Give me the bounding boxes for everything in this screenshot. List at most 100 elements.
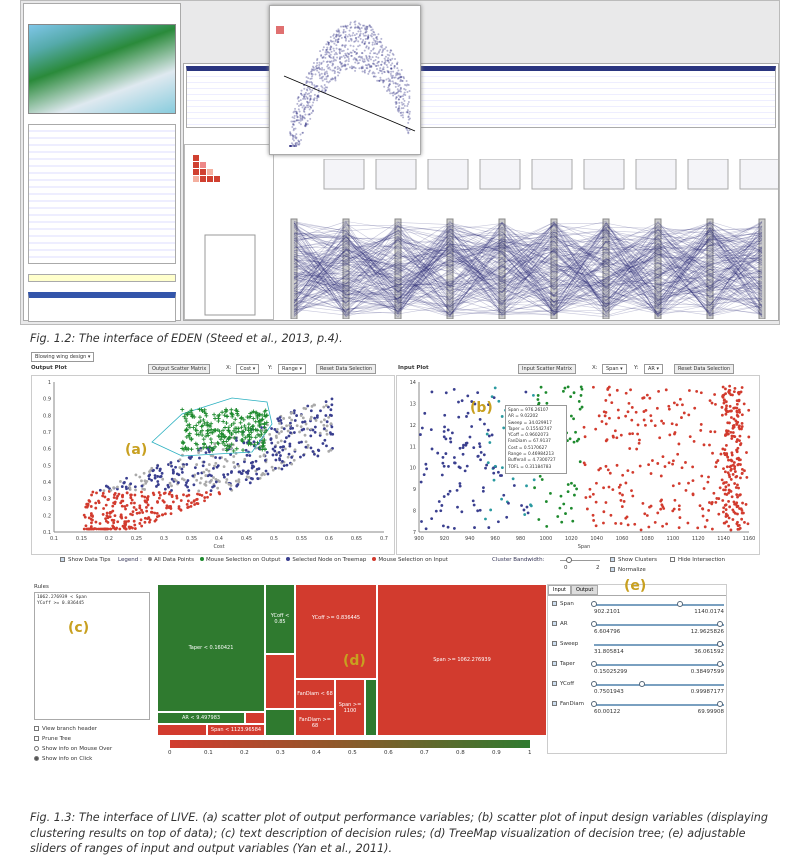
treemap-node[interactable]: Taper < 0.160421 [157, 584, 265, 712]
slider-max-handle[interactable] [676, 601, 683, 607]
range-slider-fandiam[interactable]: FanDiam 60.00122 69.99908 [552, 701, 724, 717]
slider-max-handle[interactable] [638, 681, 645, 687]
rules-textbox[interactable]: 1062.276939 < Span YCoff >= 0.836445 [34, 592, 150, 720]
slider-min-handle[interactable] [591, 681, 597, 687]
range-slider-sweep[interactable]: Sweep 31.805814 36.061592 [552, 641, 724, 657]
data-point [624, 391, 628, 395]
show-data-tips-checkbox[interactable]: Show Data Tips [60, 557, 111, 564]
slider-track[interactable] [594, 604, 724, 606]
output-y-select[interactable]: Range ▾ [278, 364, 306, 374]
treemap-node[interactable] [245, 712, 265, 724]
input-x-select[interactable]: Span ▾ [602, 364, 627, 374]
tab-output[interactable]: Output [570, 585, 599, 595]
range-slider-taper[interactable]: Taper 0.15025299 0.38497599 [552, 661, 724, 677]
slider-checkbox[interactable]: AR [552, 621, 568, 628]
output-x-select[interactable]: Cost ▾ [236, 364, 260, 374]
slider-track[interactable] [594, 644, 724, 646]
data-point [406, 111, 409, 114]
data-point [354, 61, 357, 64]
view-branch-header-option[interactable]: View branch header [34, 726, 97, 733]
treemap-node[interactable]: YCoff < 0.85 [265, 584, 295, 654]
bandwidth-slider[interactable] [560, 557, 600, 563]
prune-tree-option[interactable]: Prune Tree [34, 736, 71, 743]
data-point [185, 494, 189, 498]
output-scatter-matrix-button[interactable]: Output Scatter Matrix [148, 364, 211, 374]
range-slider-ycoff[interactable]: YCoff 0.7501943 0.99987177 [552, 681, 724, 697]
data-point [368, 24, 371, 27]
selected-point [189, 436, 194, 441]
data-point [103, 495, 107, 499]
data-point [293, 120, 296, 123]
input-scatter-plot[interactable]: 900 920 940 960 980 1000 1020 1040 1060 1080 1100 1… [396, 375, 760, 555]
input-scatter-matrix-button[interactable]: Input Scatter Matrix [518, 364, 576, 374]
treemap-node[interactable] [265, 654, 295, 709]
info-click-radio[interactable]: Show info on Click [34, 756, 92, 763]
slider-max-handle[interactable] [717, 701, 723, 707]
data-point [347, 58, 350, 61]
hide-intersection-checkbox[interactable]: Hide Intersection [670, 557, 725, 564]
treemap-node[interactable]: Span < 1123.96584 [207, 724, 265, 736]
slider-min-handle[interactable] [591, 601, 597, 607]
data-point [490, 433, 494, 437]
treemap-node[interactable]: Span >= 1062.276939 [377, 584, 547, 736]
normalize-checkbox[interactable]: Normalize [610, 567, 646, 574]
slider-track[interactable] [594, 624, 724, 626]
slider-max-handle[interactable] [717, 641, 723, 647]
info-mouse-over-radio[interactable]: Show info on Mouse Over [34, 746, 112, 753]
data-point [283, 440, 287, 444]
slider-min-handle[interactable] [591, 621, 597, 627]
treemap-node[interactable]: FanDiam >= 68 [295, 709, 335, 736]
treemap-node[interactable] [265, 709, 295, 736]
treemap-node[interactable]: Span >= 1100 [335, 679, 365, 736]
input-y-select[interactable]: AR ▾ [644, 364, 664, 374]
data-point [727, 458, 730, 462]
slider-max-handle[interactable] [717, 661, 723, 667]
input-reset-button[interactable]: Reset Data Selection [674, 364, 735, 374]
output-scatter-plot[interactable]: 0.1 0.15 0.2 0.25 0.3 0.35 0.4 0.45 0.5 0.55 0.6 0.… [31, 375, 395, 555]
slider-track[interactable] [594, 704, 724, 706]
slider-track[interactable] [594, 684, 724, 686]
data-point [403, 91, 406, 94]
data-point [290, 418, 294, 422]
data-point [353, 40, 356, 43]
slider-checkbox[interactable]: Span [552, 601, 574, 608]
range-slider-ar[interactable]: AR 6.604796 12.9625826 [552, 621, 724, 637]
data-point [321, 56, 324, 59]
data-point [349, 26, 352, 29]
data-point [297, 140, 300, 143]
pc-line [293, 222, 763, 299]
treemap[interactable]: Taper < 0.160421 AR < 9.497983 Span < 11… [157, 584, 547, 736]
slider-min-handle[interactable] [591, 701, 597, 707]
data-point [707, 508, 711, 512]
data-point [371, 41, 374, 44]
data-point [198, 481, 202, 485]
data-point [379, 76, 382, 79]
range-slider-span[interactable]: Span 902.2101 1140.0174 [552, 601, 724, 617]
slider-checkbox[interactable]: Sweep [552, 641, 578, 648]
data-point [120, 494, 124, 498]
treemap-node[interactable] [365, 679, 377, 736]
slider-min-handle[interactable] [591, 661, 597, 667]
data-point [120, 515, 123, 518]
slider-max-value: 69.99908 [697, 709, 724, 715]
treemap-node[interactable]: AR < 9.497983 [157, 712, 245, 724]
selection-lasso[interactable] [151, 397, 273, 457]
bandwidth-slider-knob[interactable] [566, 557, 572, 563]
slider-track[interactable] [594, 664, 724, 666]
output-reset-button[interactable]: Reset Data Selection [316, 364, 377, 374]
slider-max-handle[interactable] [717, 621, 723, 627]
dataset-select[interactable]: Blowing wing design ▾ [31, 352, 95, 362]
slider-checkbox[interactable]: FanDiam [552, 701, 584, 708]
tab-input[interactable]: Input [548, 585, 571, 595]
data-point [366, 64, 369, 67]
slider-checkbox[interactable]: Taper [552, 661, 575, 668]
data-point [333, 42, 336, 45]
data-point [563, 386, 567, 390]
slider-checkbox[interactable]: YCoff [552, 681, 574, 688]
show-clusters-checkbox[interactable]: Show Clusters [610, 557, 657, 564]
data-point [738, 526, 742, 530]
treemap-node[interactable] [157, 724, 207, 736]
treemap-node[interactable]: YCoff >= 0.836445 [295, 584, 377, 679]
treemap-node[interactable]: FanDiam < 68 [295, 679, 335, 709]
pc-line [293, 238, 763, 315]
